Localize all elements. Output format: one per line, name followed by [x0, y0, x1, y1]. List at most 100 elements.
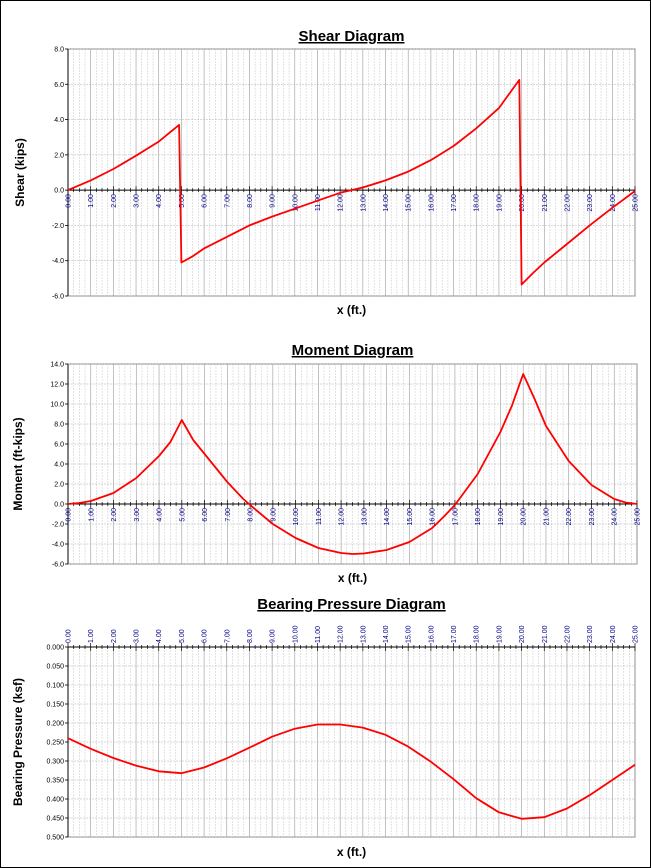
x-tick-label: 8.00 [247, 629, 254, 643]
x-tick-label: 19.00 [498, 508, 505, 526]
moment-x-tick-labels: 0.00 1.00 2.00 3.00 4.00 5.00 6.00 7.00 8.00 9.00… [66, 500, 642, 526]
x-tick-label: 20.00 [519, 194, 526, 212]
x-tick-label: 16.00 [428, 194, 435, 212]
x-tick-label: 10.00 [292, 194, 299, 212]
x-tick-label: 8.00 [248, 508, 255, 522]
x-tick-label: 13.00 [360, 625, 367, 643]
y-tick-label: 0.0 [54, 502, 64, 509]
x-tick-label: 17.00 [451, 625, 458, 643]
x-tick-label: 22.00 [564, 194, 571, 212]
y-tick-label: 12.0 [50, 382, 64, 389]
x-tick-label: 1.00 [88, 629, 95, 643]
shear-series-line [67, 79, 636, 286]
bearing-x-label: x (ft.) [337, 845, 366, 859]
y-tick-label: -6.0 [52, 562, 64, 569]
x-tick-label: 13.00 [360, 194, 367, 212]
y-tick-label: 8.0 [54, 47, 64, 54]
x-tick-label: 11.00 [315, 194, 322, 211]
y-tick-label: 6.0 [54, 442, 64, 449]
x-tick-label: 14.00 [384, 508, 391, 526]
moment-series-line [67, 373, 638, 555]
moment-title: Moment Diagram [292, 342, 414, 359]
x-tick-label: 21.00 [542, 625, 549, 643]
x-tick-label: 24.00 [610, 194, 617, 212]
x-tick-label: 15.00 [406, 625, 413, 643]
x-tick-label: 10.00 [292, 625, 299, 643]
y-tick-label: 10.0 [50, 402, 64, 409]
y-tick-label: -2.0 [52, 223, 64, 230]
x-tick-label: 0.00 [66, 508, 73, 522]
x-tick-label: 12.00 [339, 508, 346, 526]
bearing-gridlines [67, 646, 636, 838]
x-tick-label: 25.00 [633, 194, 640, 212]
y-tick-label: 0.200 [46, 721, 64, 728]
y-tick-label: 0.350 [46, 778, 64, 785]
shear-x-label: x (ft.) [337, 303, 366, 317]
x-tick-label: 6.00 [202, 629, 209, 643]
bearing-chart: Bearing Pressure Diagram 0.000 0.050 0.100 0… [11, 596, 640, 859]
x-tick-label: 3.00 [134, 194, 141, 208]
x-tick-label: 24.00 [612, 508, 619, 526]
y-tick-label: 0.500 [46, 835, 64, 842]
x-tick-label: 1.00 [88, 194, 95, 208]
shear-chart: Shear Diagram 8.0 6.0 4.0 2.0 0.0 -2.0 -4.0 -6.0… [13, 28, 640, 317]
shear-y-tick-labels: 8.0 6.0 4.0 2.0 0.0 -2.0 -4.0 -6.0 [52, 47, 68, 301]
x-tick-label: 23.00 [587, 625, 594, 643]
x-tick-label: 9.00 [270, 194, 277, 208]
y-tick-label: 0.250 [46, 740, 64, 747]
bearing-y-label: Bearing Pressure (ksf) [11, 678, 25, 806]
x-tick-label: 9.00 [270, 629, 277, 643]
x-tick-label: 2.00 [111, 194, 118, 208]
x-tick-label: 3.00 [134, 629, 141, 643]
y-tick-label: 14.0 [50, 362, 64, 369]
y-tick-label: 0.000 [46, 645, 64, 652]
moment-gridlines [67, 363, 638, 565]
x-tick-label: 14.00 [383, 625, 390, 643]
x-tick-label: 10.00 [293, 508, 300, 526]
bearing-y-tick-labels: 0.000 0.050 0.100 0.150 0.200 0.250 0.300 0.350… [46, 645, 68, 842]
moment-y-label: Moment (ft-kips) [11, 417, 25, 510]
x-tick-label: 2.00 [111, 629, 118, 643]
x-tick-label: 16.00 [430, 508, 437, 526]
x-tick-label: 18.00 [474, 625, 481, 643]
shear-title: Shear Diagram [299, 28, 405, 45]
bearing-series-line [67, 723, 636, 820]
x-tick-label: 20.00 [519, 625, 526, 643]
y-tick-label: 0.450 [46, 816, 64, 823]
y-tick-label: 0.050 [46, 664, 64, 671]
x-tick-label: 20.00 [521, 508, 528, 526]
x-tick-label: 21.00 [542, 194, 549, 212]
x-tick-label: 25.00 [635, 508, 642, 526]
x-tick-label: 12.00 [338, 625, 345, 643]
x-tick-label: 24.00 [610, 625, 617, 643]
y-tick-label: 2.0 [54, 482, 64, 489]
y-tick-label: -6.0 [52, 294, 64, 301]
shear-y-label: Shear (kips) [13, 138, 27, 207]
x-tick-label: 12.00 [338, 194, 345, 212]
x-tick-label: 0.00 [66, 629, 73, 643]
x-tick-label: 22.00 [566, 508, 573, 526]
x-tick-label: 9.00 [270, 508, 277, 522]
y-tick-label: -2.0 [52, 522, 64, 529]
bearing-x-tick-labels: 0.00 1.00 2.00 3.00 4.00 5.00 6.00 7.00 8.00 9.00… [66, 625, 640, 651]
x-tick-label: 11.00 [316, 508, 323, 525]
x-tick-label: 15.00 [407, 508, 414, 526]
x-tick-label: 6.00 [202, 194, 209, 208]
y-tick-label: 2.0 [54, 152, 64, 159]
x-tick-label: 4.00 [156, 629, 163, 643]
y-tick-label: 0.150 [46, 702, 64, 709]
y-tick-label: 0.0 [54, 188, 64, 195]
x-tick-label: 3.00 [134, 508, 141, 522]
moment-x-label: x (ft.) [338, 571, 367, 585]
x-tick-label: 6.00 [202, 508, 209, 522]
x-tick-label: 23.00 [587, 194, 594, 212]
x-tick-label: 16.00 [428, 625, 435, 643]
bearing-title: Bearing Pressure Diagram [257, 596, 445, 613]
x-tick-label: 17.00 [452, 508, 459, 526]
x-tick-label: 8.00 [247, 194, 254, 208]
y-tick-label: 0.100 [46, 683, 64, 690]
x-tick-label: 19.00 [496, 625, 503, 643]
x-tick-label: 4.00 [156, 194, 163, 208]
y-tick-label: 4.0 [54, 462, 64, 469]
